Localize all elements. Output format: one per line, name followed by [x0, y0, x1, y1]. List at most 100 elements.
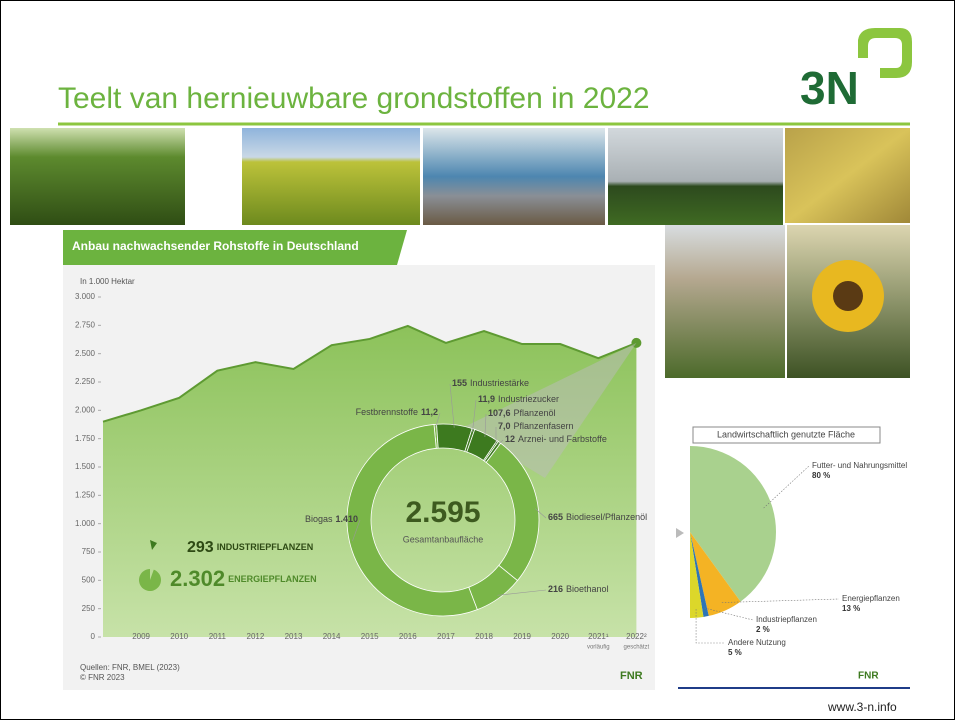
segment-value: 7,0 — [498, 421, 511, 431]
x-tick-label: 2013 — [285, 632, 303, 641]
x-tick-label: 2017 — [437, 632, 455, 641]
pie-label: Energiepflanzen — [842, 594, 900, 603]
pie-label: Industriepflanzen — [756, 615, 817, 624]
y-tick-label: 2.500 — [75, 349, 96, 358]
segment-label: 12 Arznei- und Farbstoffe — [505, 434, 607, 444]
y-tick-label: 750 — [82, 547, 96, 556]
leader-line — [704, 607, 754, 621]
x-tick-label: 2011 — [209, 632, 227, 641]
segment-name: Biogas — [305, 514, 333, 524]
segment-value: 107,6 — [488, 408, 511, 418]
x-tick-label: 2022² — [626, 632, 647, 641]
chart-header — [63, 230, 407, 265]
group-icon — [139, 569, 162, 591]
segment-label: Festbrennstoffe 11,2 — [356, 407, 438, 417]
center-label: Gesamtanbaufläche — [403, 534, 484, 544]
group-name: ENERGIEPFLANZEN — [228, 574, 317, 584]
y-tick-label: 500 — [82, 575, 96, 584]
source: © FNR 2023 — [80, 673, 125, 682]
segment-label: 11,9 Industriezucker — [478, 394, 559, 404]
segment-value: 11,9 — [478, 394, 495, 404]
y-tick-label: 1.000 — [75, 519, 96, 528]
group-total: 2.302 ENERGIEPFLANZEN — [170, 566, 317, 591]
logo-mark — [858, 28, 912, 78]
leader-line — [352, 519, 361, 542]
segment-name: Arznei- und Farbstoffe — [518, 434, 607, 444]
source: Quellen: FNR, BMEL (2023) — [80, 663, 180, 672]
pie-title-box — [692, 426, 881, 444]
y-tick-label: 3.000 — [75, 292, 96, 301]
segment-value: 155 — [452, 378, 467, 388]
group-value: 293 — [187, 539, 214, 556]
photo — [785, 128, 910, 223]
leader-line — [435, 412, 441, 428]
leader-line — [472, 399, 477, 432]
x-tick-label: 2015 — [361, 632, 379, 641]
pie-value: 2 % — [756, 625, 770, 634]
group-total: 293 INDUSTRIEPFLANZEN — [187, 539, 313, 556]
x-tick-label: 2012 — [247, 632, 265, 641]
photo — [665, 225, 785, 378]
y-tick-label: 2.250 — [75, 377, 96, 386]
y-tick-label: 1.250 — [75, 490, 96, 499]
leader-line — [497, 439, 504, 446]
fnr-logo: FNR — [858, 671, 879, 682]
pie-label: Andere Nutzung — [728, 638, 786, 647]
pie-segment — [690, 532, 709, 617]
segment-label: 107,6 Pflanzenöl — [488, 408, 556, 418]
leader-line — [449, 383, 455, 428]
x-tick-label: 2009 — [132, 632, 150, 641]
leader-line — [497, 589, 547, 596]
x-tick-label: 2021¹ — [588, 632, 609, 641]
group-icon — [150, 540, 157, 550]
photo — [242, 128, 420, 225]
y-axis-label: In 1.000 Hektar — [80, 277, 135, 286]
segment-name: Industriezucker — [498, 394, 559, 404]
segment-name: Industriestärke — [470, 378, 529, 388]
pie-segment — [690, 446, 776, 602]
photo — [10, 128, 185, 225]
segment-value: 11,2 — [421, 407, 438, 417]
segment-label: Biogas 1.410 — [305, 514, 358, 524]
line — [102, 324, 637, 423]
segment-name: Pflanzenfasern — [514, 421, 574, 431]
slide-title: Teelt van hernieuwbare grondstoffen in 2… — [58, 82, 650, 115]
y-tick-label: 1.500 — [75, 462, 96, 471]
y-tick-label: 2.000 — [75, 405, 96, 414]
x-tick-note: vorläufig — [587, 645, 610, 651]
url: www.3-n.info — [827, 700, 897, 714]
arrow — [676, 528, 684, 538]
logo: 3N — [800, 62, 859, 114]
pie-value: 13 % — [842, 604, 860, 613]
pie-value: 80 % — [812, 471, 830, 480]
segment-value: 12 — [505, 434, 515, 444]
sunflower-center — [833, 281, 863, 311]
x-tick-label: 2010 — [170, 632, 188, 641]
x-tick-label: 2018 — [475, 632, 493, 641]
pie-title: Landwirtschaftlich genutzte Fläche — [717, 429, 855, 439]
pie-segment — [690, 532, 704, 618]
y-tick-label: 250 — [82, 604, 96, 613]
x-tick-note: geschätzt — [624, 645, 650, 651]
segment-name: Biodiesel/Pflanzenöl — [566, 512, 647, 522]
group-value: 2.302 — [170, 566, 225, 591]
pie-value: 5 % — [728, 648, 742, 657]
segment-name: Bioethanol — [566, 584, 609, 594]
leader-line — [535, 508, 547, 519]
x-tick-label: 2014 — [323, 632, 341, 641]
segment-value: 665 — [548, 512, 563, 522]
x-tick-label: 2016 — [399, 632, 417, 641]
center-value: 2.595 — [405, 496, 480, 529]
segment-value: 216 — [548, 584, 563, 594]
y-tick-label: 0 — [91, 632, 96, 641]
segment-label: 7,0 Pflanzenfasern — [498, 421, 574, 431]
leader-line — [695, 609, 725, 644]
segment-name: Pflanzenöl — [514, 408, 556, 418]
photo — [608, 128, 783, 225]
fnr-logo: FNR — [620, 670, 643, 682]
chart-title: Anbau nachwachsender Rohstoffe in Deutsc… — [72, 239, 359, 253]
segment-label: 216 Bioethanol — [548, 584, 609, 594]
pie-label: Futter- und Nahrungsmittel — [812, 461, 907, 470]
donut-segment — [346, 423, 478, 617]
zoom-wedge — [462, 342, 637, 478]
